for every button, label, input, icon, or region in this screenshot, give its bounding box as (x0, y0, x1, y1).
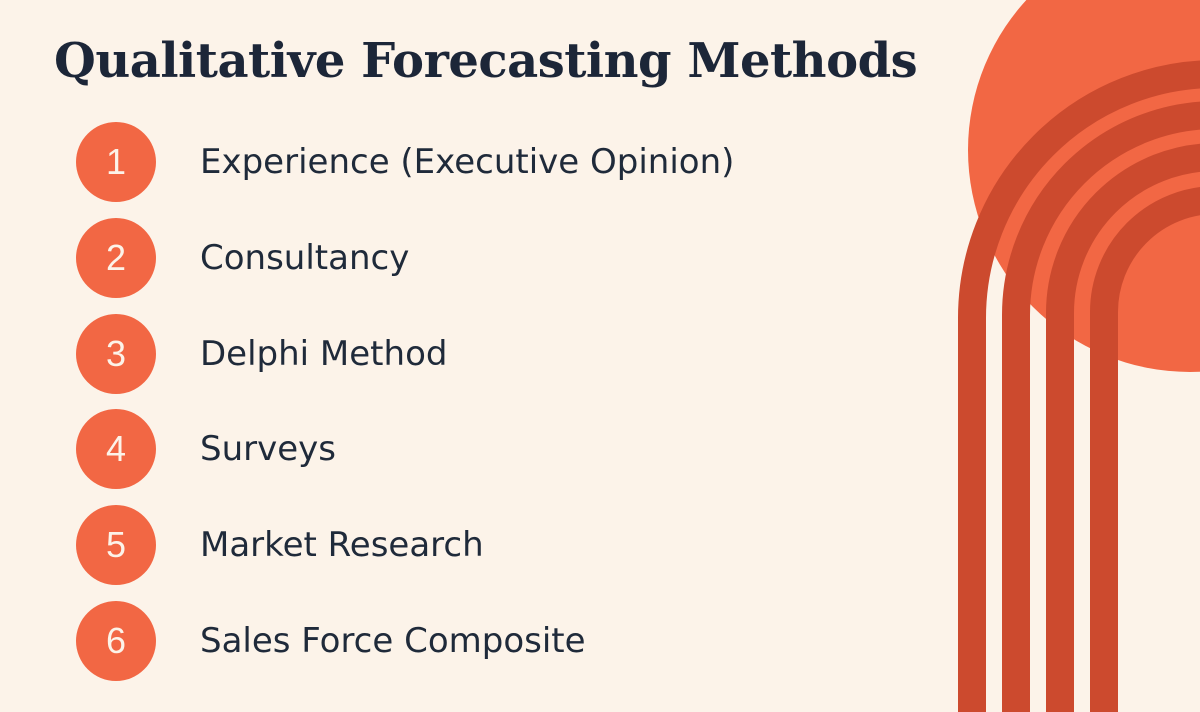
arch-group (958, 60, 1200, 712)
list-item: 4 Surveys (76, 409, 836, 489)
method-label: Delphi Method (200, 334, 448, 374)
number-badge: 5 (76, 505, 156, 585)
number-badge: 4 (76, 409, 156, 489)
list-item: 5 Market Research (76, 505, 836, 585)
method-label: Consultancy (200, 238, 410, 278)
list-item: 6 Sales Force Composite (76, 601, 836, 681)
number-badge: 6 (76, 601, 156, 681)
page-title: Qualitative Forecasting Methods (54, 33, 918, 89)
method-label: Surveys (200, 429, 336, 469)
number-badge: 3 (76, 314, 156, 394)
list-item: 2 Consultancy (76, 218, 836, 298)
list-item: 3 Delphi Method (76, 314, 836, 394)
method-label: Market Research (200, 525, 484, 565)
method-label: Experience (Executive Opinion) (200, 142, 735, 182)
number-badge: 1 (76, 122, 156, 202)
method-label: Sales Force Composite (200, 621, 586, 661)
list-item: 1 Experience (Executive Opinion) (76, 122, 836, 202)
number-badge: 2 (76, 218, 156, 298)
